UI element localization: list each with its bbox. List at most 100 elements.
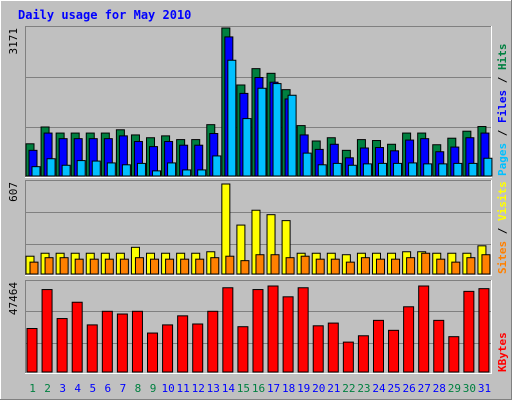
x-tick-label: 21: [327, 382, 340, 395]
sites-bar: [74, 258, 84, 275]
x-tick-label: 25: [387, 382, 400, 395]
x-tick-label: 9: [150, 382, 157, 395]
pages-bar: [468, 162, 478, 177]
sites-bar: [255, 254, 265, 275]
kbytes-bar: [56, 318, 68, 373]
hits-max-label: 3171: [7, 28, 20, 55]
sites-bar: [225, 255, 235, 275]
kbytes-bar: [267, 285, 279, 373]
pages-bar: [152, 170, 162, 177]
hits-files-pages-legend: Pages / Files / Hits: [496, 44, 509, 177]
sites-bar: [436, 258, 446, 275]
kbytes-bar: [388, 329, 400, 373]
x-tick-label: 28: [433, 382, 446, 395]
legend-sep-3: /: [496, 221, 509, 241]
x-tick-label: 24: [372, 382, 386, 395]
visits-max-label: 607: [7, 182, 20, 202]
kbytes-bar: [478, 288, 490, 373]
x-tick-label: 26: [403, 382, 416, 395]
legend-sep-1: /: [496, 123, 509, 143]
sites-bar: [285, 257, 295, 275]
sites-bar: [315, 258, 325, 275]
x-tick-label: 13: [207, 382, 220, 395]
pages-bar: [362, 163, 372, 177]
x-tick-label: 8: [135, 382, 142, 395]
legend-hits: Hits: [496, 44, 509, 71]
x-tick-label: 4: [74, 382, 81, 395]
pages-bar: [423, 163, 433, 177]
sites-bar: [44, 257, 54, 275]
kbytes-bar: [252, 289, 264, 373]
sites-bar: [180, 258, 190, 275]
kbytes-bar: [192, 323, 204, 373]
x-tick-label: 20: [312, 382, 325, 395]
pages-bar: [46, 158, 56, 177]
pages-bar: [483, 157, 493, 177]
x-axis-day-labels: 1 2 3 4 5 6 7 8 9 10 11 12 13 14 15 16 17 18 19 20 21 22 23 24 2…: [29, 382, 491, 395]
x-tick-label: 14: [222, 382, 236, 395]
sites-bar: [134, 257, 144, 275]
x-tick-label: 3: [59, 382, 66, 395]
sites-bar: [165, 258, 175, 275]
sites-bar: [466, 257, 476, 275]
kbytes-bar: [327, 322, 339, 373]
kbytes-bar: [418, 285, 430, 373]
kbytes-bar: [177, 315, 189, 373]
sites-bar: [300, 255, 310, 275]
kbytes-bar: [162, 324, 174, 373]
visits-sites-legend: Sites / Visits: [496, 181, 509, 274]
sites-bar: [481, 254, 491, 275]
legend-sites: Sites: [496, 241, 509, 274]
pages-bar: [76, 160, 86, 177]
kbytes-bar: [342, 341, 354, 373]
kbytes-bar: [222, 287, 234, 373]
x-tick-label: 10: [161, 382, 174, 395]
pages-bar: [377, 162, 387, 177]
sites-bar: [330, 258, 340, 275]
sites-bar: [210, 257, 220, 275]
legend-kbytes: KBytes: [496, 332, 509, 372]
kbytes-max-label: 47464: [7, 282, 20, 315]
kbytes-bar: [101, 310, 113, 373]
kbytes-bar: [237, 326, 249, 373]
legend-visits: Visits: [496, 181, 509, 221]
kbytes-bar: [86, 324, 98, 373]
x-tick-label: 15: [237, 382, 250, 395]
hits-files-pages-panel: [25, 26, 493, 178]
pages-bar: [136, 162, 146, 177]
pages-bar: [302, 152, 312, 177]
kbytes-bar: [403, 306, 415, 373]
legend-pages: Pages: [496, 143, 509, 176]
pages-bar: [167, 162, 177, 177]
x-tick-label: 30: [463, 382, 476, 395]
pages-bar: [31, 166, 41, 177]
sites-bar: [150, 258, 160, 275]
pages-bar: [257, 87, 267, 177]
legend-sep-2: /: [496, 70, 509, 90]
kbytes-panel: [25, 280, 492, 374]
sites-bar: [59, 257, 69, 275]
sites-bar: [240, 260, 250, 275]
pages-bar: [347, 164, 357, 177]
sites-bar: [270, 254, 280, 275]
visits-sites-panel: [25, 180, 492, 276]
sites-bar: [195, 258, 205, 275]
kbytes-bar: [312, 325, 324, 373]
x-tick-label: 17: [267, 382, 280, 395]
x-tick-label: 18: [282, 382, 295, 395]
x-tick-label: 11: [177, 382, 190, 395]
pages-bar: [242, 118, 252, 177]
sites-bar: [375, 258, 385, 275]
x-tick-label: 27: [418, 382, 431, 395]
kbytes-bar: [147, 332, 159, 373]
pages-bar: [197, 169, 207, 177]
kbytes-bar: [116, 313, 128, 373]
kbytes-bar: [433, 319, 445, 373]
pages-bar: [453, 162, 463, 177]
pages-bar: [121, 164, 131, 177]
x-tick-label: 22: [342, 382, 355, 395]
kbytes-bar: [357, 335, 369, 373]
pages-bar: [408, 162, 418, 177]
kbytes-bar: [207, 310, 219, 373]
